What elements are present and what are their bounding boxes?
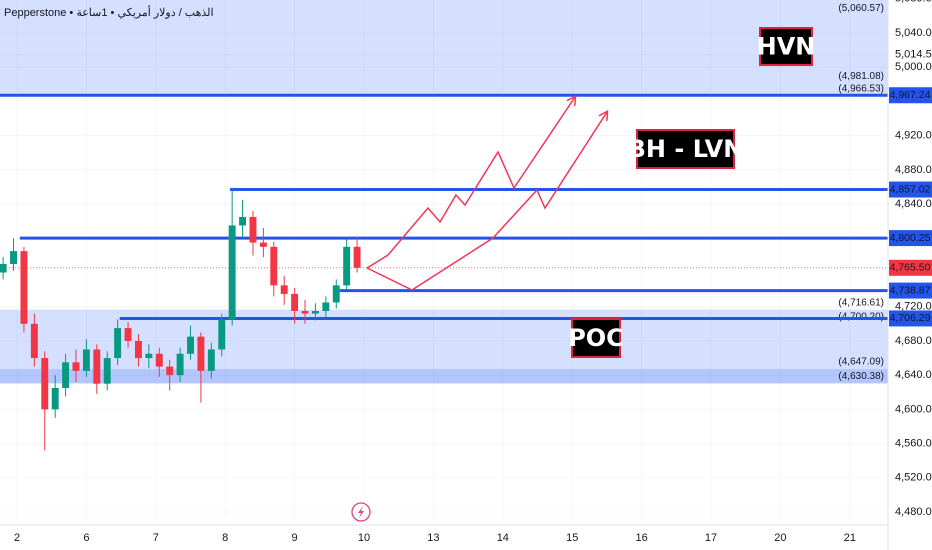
candle-body (239, 216, 247, 226)
y-tick-label: 4,840.00 (895, 198, 932, 210)
zone-label: (4,716.61) (838, 297, 884, 308)
x-tick-label: 6 (83, 532, 89, 544)
projection-arrow (366, 97, 575, 269)
candle-body (207, 349, 215, 371)
x-tick-label: 16 (635, 532, 647, 544)
time-axis (0, 525, 888, 550)
y-tick-label: 4,600.00 (895, 403, 932, 415)
level-label: 4,706.29 (890, 312, 931, 324)
level-label-box (889, 87, 932, 104)
y-tick-label: 4,640.00 (895, 369, 932, 381)
level-label: 4,738.87 (890, 284, 931, 296)
y-tick-label: 4,520.00 (895, 472, 932, 484)
x-tick-label: 21 (844, 532, 856, 544)
y-tick-label: 5,014.58 (895, 49, 932, 61)
candle-body (114, 328, 122, 359)
candle-body (259, 242, 267, 247)
annotation-text: BH - LVN (628, 135, 744, 163)
zone-label: (4,647.09) (838, 357, 884, 368)
candle-body (0, 263, 7, 273)
candle-body (280, 285, 288, 294)
last-price-box (889, 259, 932, 276)
candle-body (51, 387, 59, 410)
candle-body (187, 336, 194, 354)
x-tick-label: 7 (153, 532, 159, 544)
annotation-text: HVN (757, 33, 816, 61)
zone-label: (4,700.20) (838, 311, 884, 322)
annotation-box (571, 318, 621, 358)
y-tick-label: 4,880.00 (895, 164, 932, 176)
x-tick-label: 15 (566, 532, 578, 544)
level-label-box (889, 282, 932, 299)
candle-body (155, 353, 163, 367)
level-label: 4,857.02 (890, 183, 931, 195)
candle-body (72, 362, 80, 371)
candle-body (124, 328, 132, 341)
annotation-box (636, 129, 735, 169)
event-icon-bolt (358, 506, 364, 518)
candle-body (311, 310, 319, 314)
y-tick-label: 4,720.00 (895, 301, 932, 313)
volume-zone (0, 15, 888, 96)
chart-title: Pepperstone • الذهب / دولار أمريكي • 1سا… (4, 5, 214, 19)
x-tick-label: 2 (14, 532, 20, 544)
candle-body (270, 246, 278, 286)
y-tick-label: 5,080.00 (895, 0, 932, 5)
candle-body (82, 349, 90, 371)
candle-body (20, 251, 28, 324)
candle-body (218, 319, 226, 350)
zone-label: (5,060.57) (838, 3, 884, 14)
volume-zone (0, 369, 888, 384)
annotation-text: POC (568, 324, 624, 352)
candle-body (197, 336, 205, 371)
annotation-box (759, 27, 813, 66)
level-label-box (889, 310, 932, 327)
projection-arrow (366, 112, 607, 291)
zone-label: (4,630.38) (838, 371, 884, 382)
x-tick-label: 10 (358, 532, 370, 544)
candle-body (134, 340, 142, 359)
volume-zone (0, 309, 888, 384)
x-tick-label: 20 (774, 532, 786, 544)
candle-body (332, 285, 340, 303)
candle-body (30, 323, 38, 359)
candle-body (176, 353, 184, 376)
y-tick-label: 4,920.00 (895, 130, 932, 142)
candle-body (291, 293, 299, 311)
candle-body (10, 251, 18, 264)
candle-body (249, 216, 257, 243)
zone-label: (4,981.08) (838, 71, 884, 82)
level-label-box (889, 181, 932, 198)
x-tick-label: 17 (705, 532, 717, 544)
candle-body (62, 362, 70, 388)
candle-body (301, 310, 309, 314)
candle-body (41, 358, 49, 410)
x-tick-label: 8 (222, 532, 228, 544)
candle-body (228, 225, 236, 320)
volume-zone (0, 0, 888, 16)
candle-body (322, 302, 330, 311)
x-tick-label: 13 (427, 532, 439, 544)
last-price-label: 4,765.50 (890, 262, 931, 274)
candle-body (103, 358, 111, 384)
zone-label: (4,966.53) (838, 83, 884, 94)
level-label-box (889, 230, 932, 247)
x-tick-label: 14 (497, 532, 509, 544)
candle-body (343, 246, 351, 286)
y-tick-label: 4,480.00 (895, 506, 932, 518)
candle-body (353, 246, 361, 268)
y-tick-label: 4,680.00 (895, 335, 932, 347)
candle-body (93, 349, 101, 384)
level-label: 4,800.25 (890, 232, 931, 244)
y-tick-label: 5,040.00 (895, 27, 932, 39)
y-tick-label: 4,560.00 (895, 437, 932, 449)
y-tick-label: 5,000.00 (895, 61, 932, 73)
candle-body (166, 366, 174, 376)
x-tick-label: 9 (292, 532, 298, 544)
candle-body (145, 353, 153, 359)
level-label: 4,967.24 (890, 89, 931, 101)
